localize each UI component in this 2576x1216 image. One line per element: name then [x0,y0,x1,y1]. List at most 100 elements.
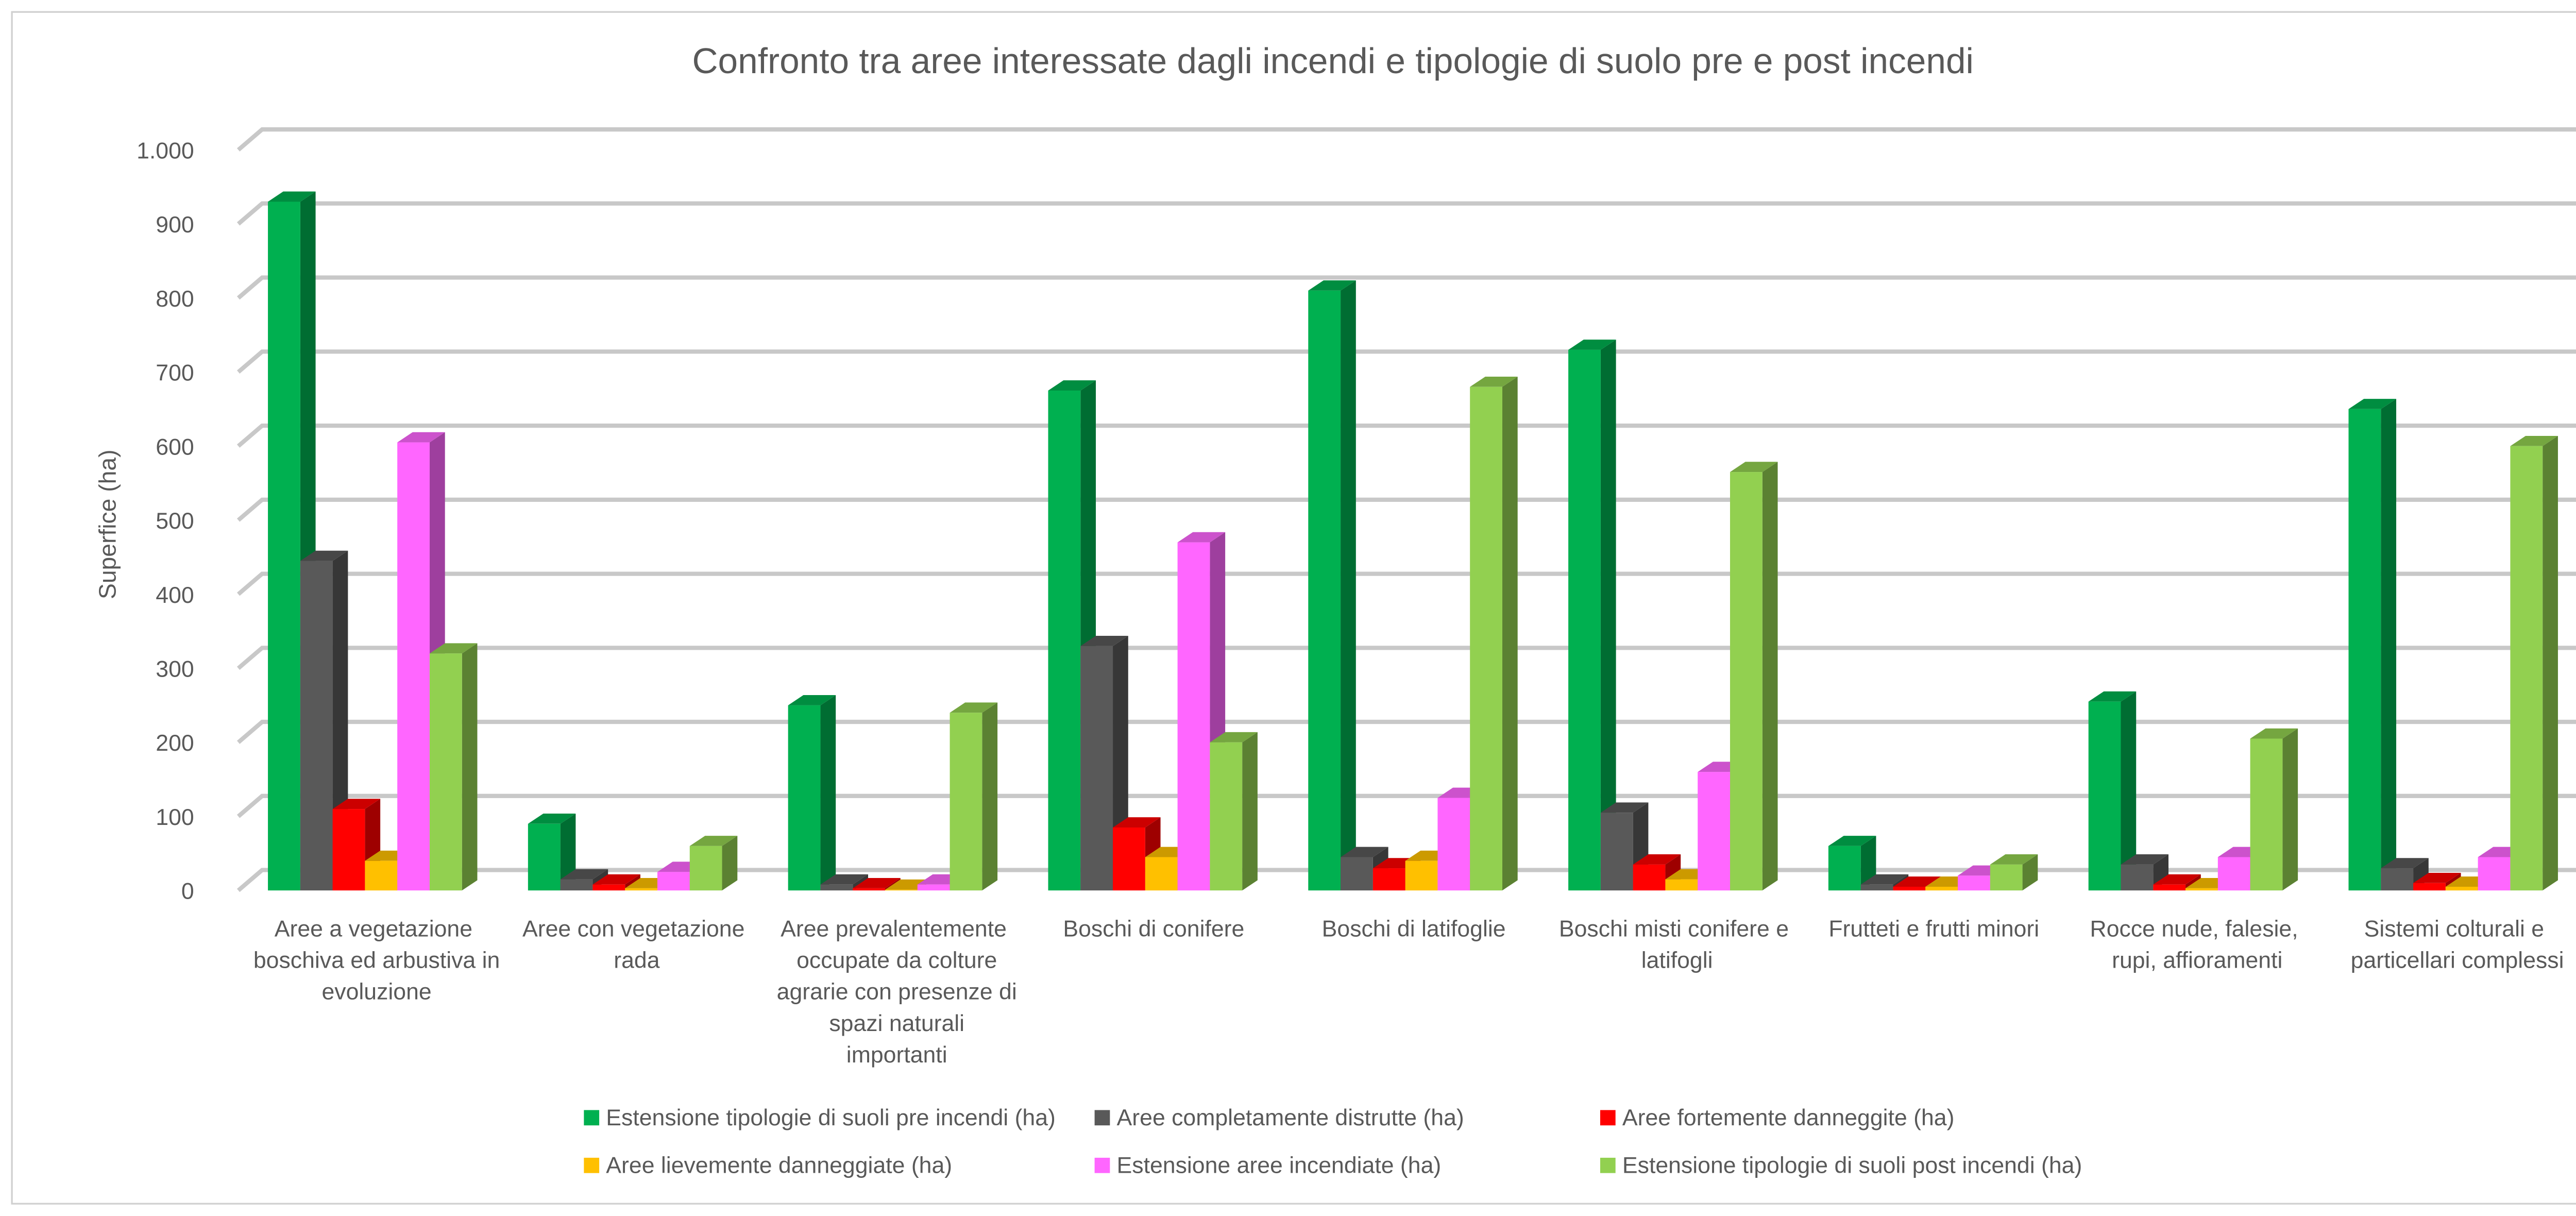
bar-side [1762,462,1778,891]
chart-title: Confronto tra aree interessate dagli inc… [692,41,1974,81]
legend-label: Estensione aree incendiate (ha) [1117,1153,1442,1178]
bar-side [560,813,576,891]
bar-top [1308,280,1356,291]
bar [2348,409,2381,891]
x-tick-label: Frutteti e frutti minori [1828,916,2039,941]
bar [689,846,722,891]
bar [365,860,398,891]
grid-line [236,868,2576,892]
grid-line [236,423,2576,448]
bar [528,823,561,891]
bar-top [1568,340,1616,350]
bar [332,809,365,891]
legend-swatch [1094,1157,1110,1173]
bar [2478,857,2511,891]
bar-side [722,836,738,891]
legend-swatch [584,1157,600,1173]
bar-side [1600,340,1616,891]
x-tick-label: Sistemi colturali e particellari comples… [2344,916,2564,973]
bar [397,442,430,891]
grid-line [236,275,2576,300]
bar-top [2348,399,2397,409]
bar [2250,738,2283,891]
y-tick-label: 300 [156,656,194,682]
bar [950,713,982,891]
bar-top [1600,802,1649,813]
bar-top [820,874,868,885]
bar [1145,857,1178,891]
bar [1665,879,1698,891]
bar [1958,875,1990,891]
legend-swatch [584,1110,600,1126]
bar [2217,857,2250,891]
bar-top [1048,380,1096,391]
bar [1372,868,1405,891]
bar-top [2121,854,2169,865]
bar-side [1860,836,1876,891]
legend-swatch [1600,1110,1616,1126]
bar [1925,886,1958,891]
bar [2413,883,2446,891]
y-tick-label: 600 [156,434,194,460]
y-tick-label: 1.000 [137,138,194,163]
bar-top [1990,854,2038,865]
bar [788,705,821,891]
bar-top [1113,817,1161,827]
y-tick-label: 200 [156,731,194,756]
bar [1990,864,2023,891]
bar-side [2282,728,2298,891]
bar [1568,349,1601,891]
bar-side [1341,280,1356,891]
bar-top [560,869,608,880]
bar [1860,884,1893,891]
y-tick-label: 700 [156,361,194,386]
bar [1308,290,1341,891]
bar-side [2121,691,2137,891]
bar-top [2088,691,2137,702]
bar-side [2022,854,2038,891]
bar-side [1242,732,1258,891]
bar-top [1470,376,1518,387]
grid-line [236,349,2576,374]
grid-line [236,719,2576,744]
x-tick-label: Boschi misti conifere e latifogli [1559,916,1789,973]
bar-top [1633,854,1681,865]
bar [657,872,690,891]
bar [1698,772,1730,891]
bar [560,879,593,891]
x-tick-label: Aree a vegetazione boschiva ed arbustiva… [247,916,500,1004]
bar [1893,886,1926,891]
bar-top [1828,836,1876,846]
x-tick-label: Aree prevalentemente occupate da colture… [770,916,1016,1068]
bar [2185,888,2218,891]
legend-label: Aree completamente distrutte (ha) [1117,1105,1464,1130]
bar [853,888,886,891]
bar-top [2153,874,2201,885]
bar-top [853,878,901,888]
grid-line [236,497,2576,522]
bar-side [2543,435,2558,891]
bar-top [1730,462,1778,472]
grid-line [236,571,2576,596]
bar [2445,886,2478,891]
bar-side [820,695,836,891]
legend-label: Aree lievemente danneggiate (ha) [606,1153,952,1178]
bar-top [1210,732,1258,742]
bar [625,888,657,891]
chart-frame [11,11,2576,1205]
bar [1210,742,1243,891]
grid-line [236,646,2576,670]
bar [1633,864,1666,891]
bar [1177,542,1210,891]
bar [429,653,462,891]
bar-side [462,643,478,891]
bar-top [788,695,836,705]
legend-label: Estensione tipologie di suoli pre incend… [606,1105,1056,1130]
bar-side [1502,376,1518,891]
bar [1730,472,1762,891]
bar [1405,860,1438,891]
bar [592,884,625,891]
bar-top [528,813,576,824]
y-axis-label: Superfice (ha) [94,450,121,600]
